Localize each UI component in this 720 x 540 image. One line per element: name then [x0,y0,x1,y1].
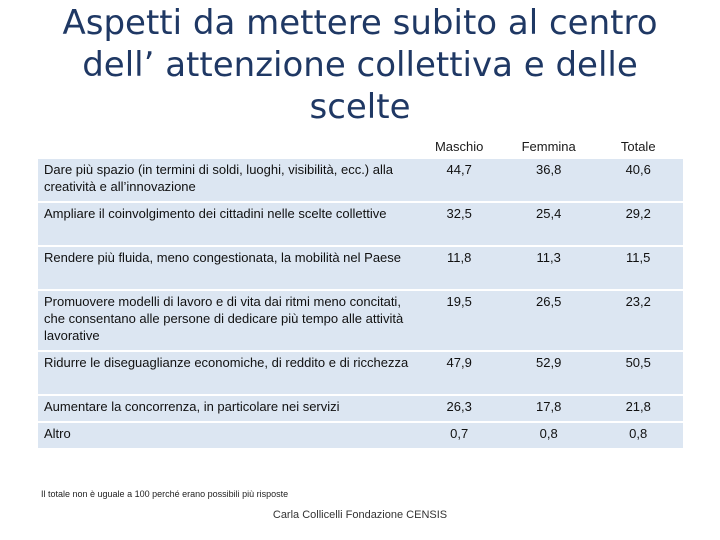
column-header-femmina: Femmina [503,132,594,157]
row-label: Rendere più fluida, meno congestionata, … [38,247,415,289]
cell-maschio: 26,3 [414,396,504,421]
cell-totale: 11,5 [593,247,683,289]
cell-maschio: 11,8 [414,247,504,289]
slide-title-line-2: dell’ attenzione collettiva e delle [82,45,638,85]
header-empty-cell [38,132,415,157]
cell-totale: 21,8 [593,396,683,421]
table-row: Aumentare la concorrenza, in particolare… [38,396,683,421]
footnote: Il totale non è uguale a 100 perché eran… [41,489,289,499]
cell-femmina: 26,5 [503,291,594,350]
cell-totale: 40,6 [593,159,683,201]
table-row: Ampliare il coinvolgimento dei cittadini… [38,203,683,245]
row-label: Aumentare la concorrenza, in particolare… [38,396,415,421]
row-label: Altro [38,423,415,448]
row-label: Dare più spazio (in termini di soldi, lu… [38,159,415,201]
table-row: Ridurre le diseguaglianze economiche, di… [38,352,683,394]
row-label: Ridurre le diseguaglianze economiche, di… [38,352,415,394]
cell-maschio: 0,7 [414,423,504,448]
cell-femmina: 52,9 [503,352,594,394]
cell-femmina: 11,3 [503,247,594,289]
slide-title-line-3: scelte [309,87,411,127]
cell-maschio: 44,7 [414,159,504,201]
cell-femmina: 36,8 [503,159,594,201]
table-header-row: Maschio Femmina Totale [38,132,683,157]
cell-maschio: 47,9 [414,352,504,394]
slide-title: Aspetti da mettere subito al centro dell… [40,2,680,128]
cell-maschio: 19,5 [414,291,504,350]
cell-femmina: 0,8 [503,423,594,448]
cell-totale: 23,2 [593,291,683,350]
table-row: Altro 0,7 0,8 0,8 [38,423,683,448]
cell-totale: 50,5 [593,352,683,394]
cell-totale: 29,2 [593,203,683,245]
table-row: Rendere più fluida, meno congestionata, … [38,247,683,289]
slide-title-line-1: Aspetti da mettere subito al centro [62,3,658,43]
column-header-totale: Totale [593,132,683,157]
row-label: Promuovere modelli di lavoro e di vita d… [38,291,415,350]
table-row: Promuovere modelli di lavoro e di vita d… [38,291,683,350]
table-row: Dare più spazio (in termini di soldi, lu… [38,159,683,201]
row-label: Ampliare il coinvolgimento dei cittadini… [38,203,415,245]
cell-femmina: 17,8 [503,396,594,421]
slide-footer: Carla Collicelli Fondazione CENSIS [272,509,448,521]
cell-totale: 0,8 [593,423,683,448]
cell-maschio: 32,5 [414,203,504,245]
column-header-maschio: Maschio [414,132,504,157]
survey-table: Maschio Femmina Totale Dare più spazio (… [38,130,683,450]
cell-femmina: 25,4 [503,203,594,245]
